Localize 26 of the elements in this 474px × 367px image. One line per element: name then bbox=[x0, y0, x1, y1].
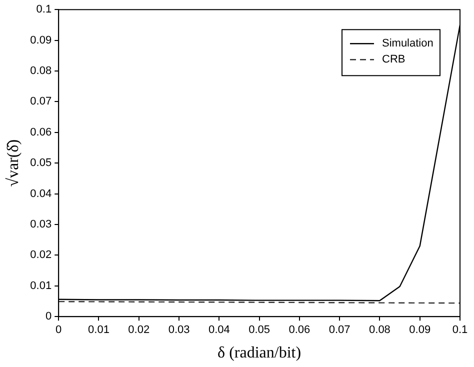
x-tick-label: 0.09 bbox=[409, 324, 431, 336]
x-tick-label: 0.06 bbox=[288, 324, 310, 336]
legend-label: CRB bbox=[382, 54, 406, 66]
x-tick-label: 0.05 bbox=[248, 324, 270, 336]
y-tick-label: 0.02 bbox=[30, 249, 52, 262]
y-axis-title: √var(δ̂) bbox=[4, 139, 22, 187]
y-tick-label: 0.1 bbox=[36, 4, 52, 16]
y-tick-label: 0.08 bbox=[30, 65, 52, 78]
y-tick-label: 0.01 bbox=[30, 280, 52, 292]
x-tick-label: 0 bbox=[56, 324, 62, 336]
y-tick-label: 0.04 bbox=[30, 188, 52, 200]
x-tick-label: 0.01 bbox=[88, 324, 110, 336]
y-tick-label: 0.05 bbox=[30, 157, 52, 170]
y-tick-label: 0.09 bbox=[30, 34, 52, 46]
y-tick-label: 0.03 bbox=[30, 218, 52, 231]
legend-label: Simulation bbox=[382, 38, 434, 50]
x-tick-label: 0.08 bbox=[369, 324, 390, 336]
y-tick-label: 0.07 bbox=[30, 96, 52, 108]
x-axis-title: δ (radian/bit) bbox=[218, 344, 302, 362]
x-tick-label: 0.1 bbox=[452, 324, 468, 336]
x-tick-label: 0.04 bbox=[208, 324, 230, 336]
y-tick-label: 0 bbox=[45, 310, 52, 323]
y-tick-label: 0.06 bbox=[30, 126, 52, 138]
x-tick-label: 0.07 bbox=[328, 324, 350, 336]
x-tick-label: 0.03 bbox=[168, 324, 190, 336]
x-tick-label: 0.02 bbox=[128, 324, 150, 336]
